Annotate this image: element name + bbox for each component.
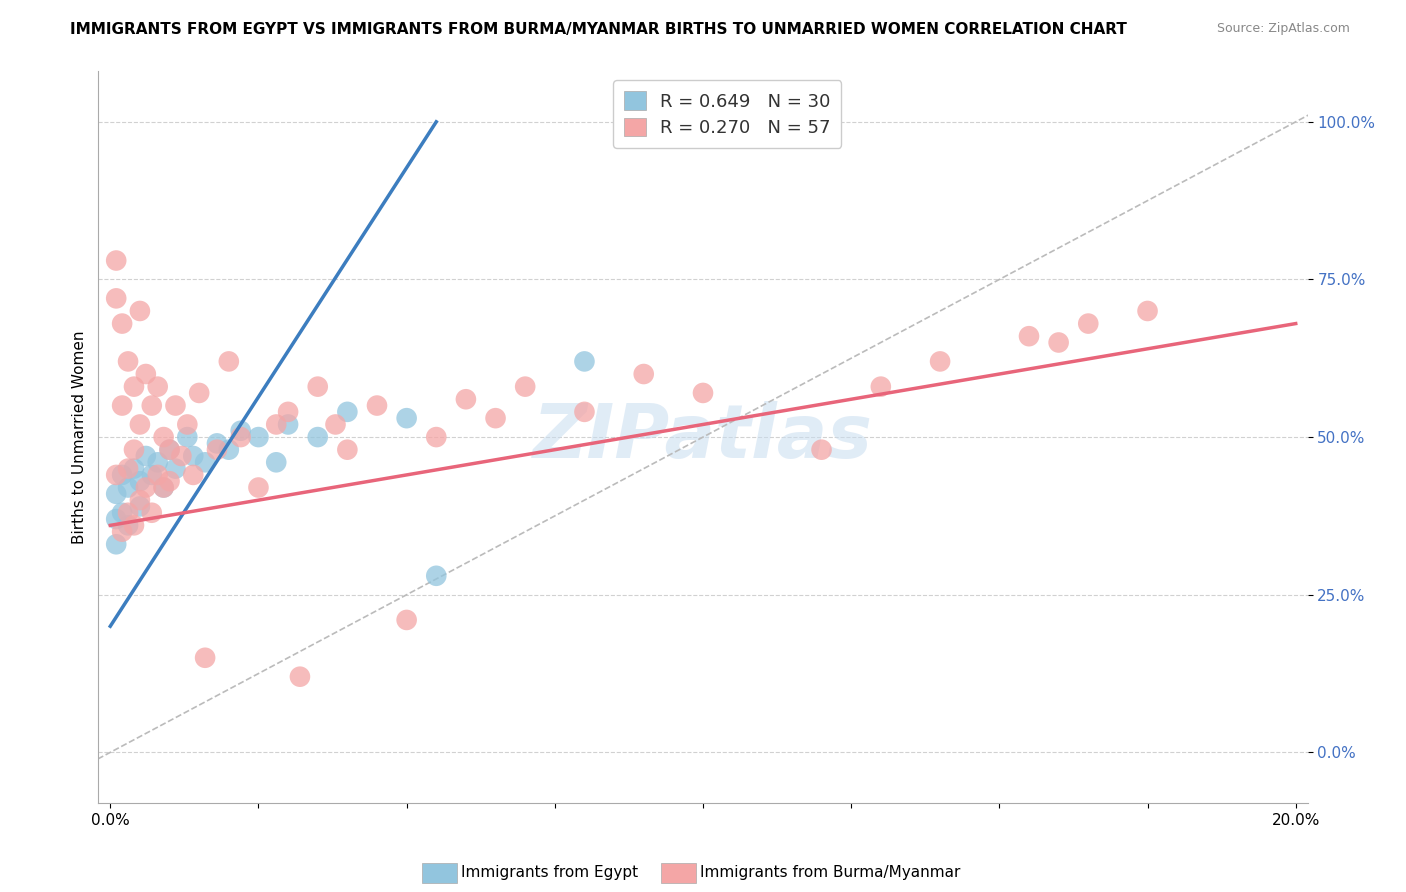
Point [515,379,537,393]
Point [135,481,157,495]
Text: IMMIGRANTS FROM EGYPT VS IMMIGRANTS FROM BURMA/MYANMAR BIRTHS TO UNMARRIED WOMEN: IMMIGRANTS FROM EGYPT VS IMMIGRANTS FROM… [70,22,1128,37]
Point [336,442,359,457]
Text: Immigrants from Burma/Myanmar: Immigrants from Burma/Myanmar [700,865,960,880]
Point [869,379,891,393]
Point [117,506,139,520]
Point [105,537,128,551]
Point [218,354,240,368]
Point [264,455,287,469]
Point [454,392,477,407]
Point [1018,329,1040,343]
Text: Source: ZipAtlas.com: Source: ZipAtlas.com [1216,22,1350,36]
Point [395,411,418,425]
Point [218,442,240,457]
Point [117,354,139,368]
Point [929,354,952,368]
Point [176,417,198,432]
Point [129,493,152,508]
Point [176,430,198,444]
Point [194,650,217,665]
Point [307,379,329,393]
Point [264,417,287,432]
Legend: R = 0.649   N = 30, R = 0.270   N = 57: R = 0.649 N = 30, R = 0.270 N = 57 [613,80,841,148]
Point [194,455,217,469]
Point [117,518,139,533]
Point [205,442,228,457]
Point [1047,335,1070,350]
Point [1136,304,1159,318]
Point [141,506,163,520]
Point [165,461,187,475]
Text: Immigrants from Egypt: Immigrants from Egypt [461,865,638,880]
Point [129,474,152,488]
Point [395,613,418,627]
Point [146,379,169,393]
Point [122,461,145,475]
Point [111,317,134,331]
Text: ZIPatlas: ZIPatlas [533,401,873,474]
Point [129,304,152,318]
Point [229,424,252,438]
Point [159,474,181,488]
Point [135,367,157,381]
Point [425,569,447,583]
Point [307,430,329,444]
Point [810,442,832,457]
Point [135,449,157,463]
Point [159,442,181,457]
Point [152,481,174,495]
Point [692,386,714,401]
Point [425,430,447,444]
Point [205,436,228,450]
Point [122,518,145,533]
Point [146,455,169,469]
Point [117,481,139,495]
Point [111,506,134,520]
Point [247,430,270,444]
Point [165,399,187,413]
Point [129,500,152,514]
Point [105,512,128,526]
Point [336,405,359,419]
Point [122,442,145,457]
Point [152,481,174,495]
Point [247,481,270,495]
Point [277,417,299,432]
Point [170,449,193,463]
Point [366,399,388,413]
Point [325,417,347,432]
Point [105,467,128,482]
Y-axis label: Births to Unmarried Women: Births to Unmarried Women [72,330,87,544]
Point [229,430,252,444]
Point [633,367,655,381]
Point [159,442,181,457]
Point [181,449,204,463]
Point [111,399,134,413]
Point [129,417,152,432]
Point [122,379,145,393]
Point [105,253,128,268]
Point [141,399,163,413]
Point [288,670,311,684]
Point [105,291,128,305]
Point [484,411,506,425]
Point [574,354,596,368]
Point [574,405,596,419]
Point [117,461,139,475]
Point [105,487,128,501]
Point [141,467,163,482]
Point [277,405,299,419]
Point [146,467,169,482]
Point [111,524,134,539]
Point [111,467,134,482]
Point [152,430,174,444]
Point [188,386,211,401]
Point [181,467,204,482]
Point [1077,317,1099,331]
